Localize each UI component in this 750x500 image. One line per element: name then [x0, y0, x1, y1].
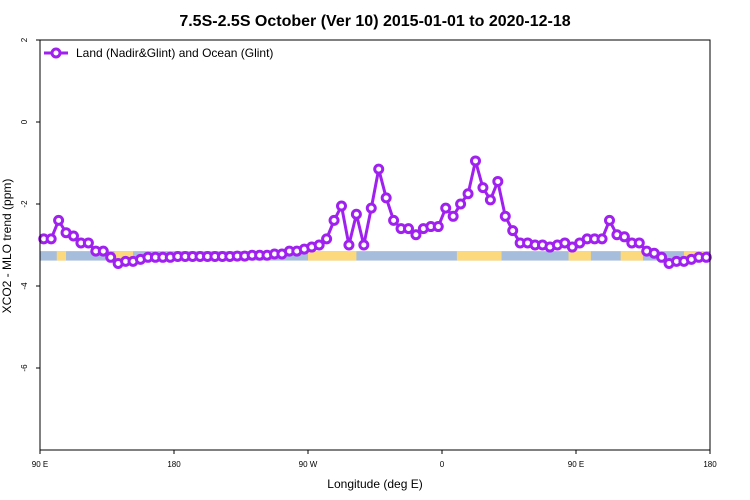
- data-point: [403, 223, 414, 235]
- x-axis: 90 E 180 90 W 0 90 E 180: [32, 450, 717, 469]
- data-point: [68, 230, 79, 242]
- y-axis-label: XCO2 - MLO trend (ppm): [0, 179, 14, 314]
- data-point: [321, 233, 333, 245]
- data-point: [596, 233, 608, 245]
- data-point: [82, 237, 94, 249]
- data-point: [350, 208, 362, 220]
- x-axis-label: Longitude (deg E): [327, 477, 422, 491]
- data-point: [604, 214, 615, 226]
- land-segment: [568, 251, 591, 261]
- data-point: [656, 251, 668, 263]
- data-point: [313, 239, 325, 251]
- y-tick-label: -2: [20, 200, 29, 208]
- data-point: [492, 175, 504, 187]
- data-point: [328, 214, 340, 226]
- x-tick-label: 180: [703, 460, 717, 469]
- data-point: [499, 210, 511, 222]
- land-segment: [456, 251, 502, 261]
- ocean-band: [40, 251, 710, 261]
- data-point: [618, 231, 630, 243]
- legend-marker-swatch: [50, 47, 62, 59]
- data-point: [380, 192, 392, 204]
- data-point: [53, 214, 65, 226]
- data-point: [343, 239, 355, 251]
- data-point: [358, 239, 370, 251]
- legend-entry-label: Land (Nadir&Glint) and Ocean (Glint): [76, 46, 273, 60]
- data-point: [373, 163, 385, 175]
- data-point: [447, 210, 459, 222]
- y-tick-label: -6: [20, 364, 29, 372]
- land-segment: [620, 251, 643, 261]
- data-point: [97, 245, 109, 257]
- land-segment: [308, 251, 357, 261]
- x-tick-label: 180: [167, 460, 181, 469]
- data-point: [455, 198, 467, 210]
- data-point: [477, 182, 489, 194]
- data-point: [45, 233, 57, 245]
- series-line: [43, 160, 707, 266]
- y-tick-label: 2: [20, 37, 29, 42]
- data-point: [484, 194, 496, 206]
- data-point: [388, 214, 400, 226]
- land-segment: [56, 251, 67, 261]
- y-tick-label: 0: [20, 119, 29, 124]
- chart-title: 7.5S-2.5S October (Ver 10) 2015-01-01 to…: [179, 13, 570, 30]
- legend: Land (Nadir&Glint) and Ocean (Glint): [44, 46, 273, 60]
- series-layer: [38, 155, 712, 269]
- data-point: [470, 155, 481, 167]
- x-tick-label: 90 E: [568, 460, 584, 469]
- x-tick-label: 90 W: [299, 460, 318, 469]
- data-point: [700, 251, 712, 263]
- data-point: [440, 202, 452, 214]
- x-tick-label: 90 E: [32, 460, 48, 469]
- data-point: [432, 221, 444, 233]
- data-point: [462, 188, 474, 200]
- y-tick-label: -4: [20, 282, 29, 290]
- data-point: [336, 200, 347, 212]
- land-segment: [114, 251, 134, 261]
- y-axis: 2 0 -2 -4 -6: [20, 37, 40, 372]
- plot-frame: [39, 39, 711, 451]
- data-point: [410, 229, 422, 241]
- data-point: [633, 237, 645, 249]
- data-point: [105, 251, 117, 263]
- data-point: [507, 225, 519, 237]
- x-tick-label: 0: [440, 460, 445, 469]
- data-point: [365, 202, 377, 214]
